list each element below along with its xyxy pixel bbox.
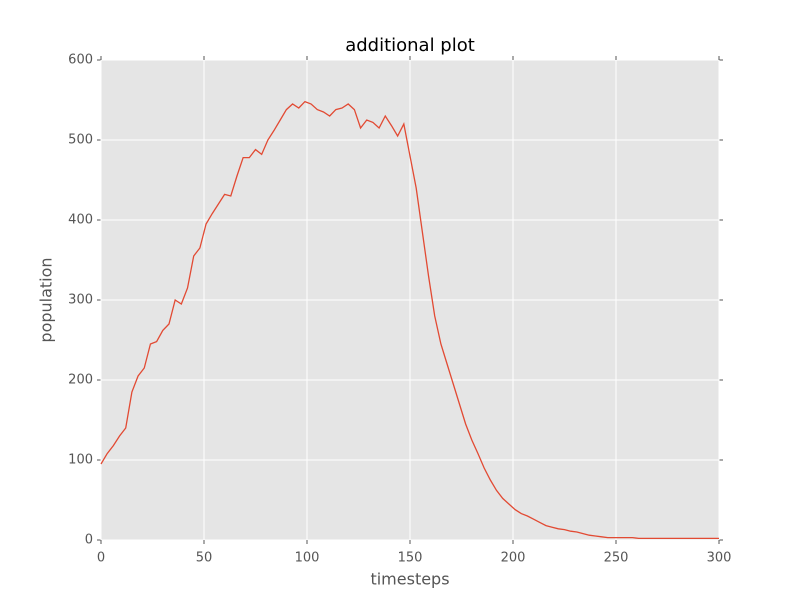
y-tick-label: 200 xyxy=(68,373,93,388)
x-axis-label: timesteps xyxy=(370,570,449,589)
y-tick-label: 500 xyxy=(68,133,93,148)
y-tick-label: 0 xyxy=(85,533,93,548)
chart-title: additional plot xyxy=(345,35,475,56)
x-tick-label: 50 xyxy=(196,551,213,566)
y-tick-label: 600 xyxy=(68,53,93,68)
x-tick-label: 250 xyxy=(604,551,629,566)
data-line xyxy=(100,100,719,540)
x-tick-label: 200 xyxy=(501,551,526,566)
x-tick-label: 0 xyxy=(97,551,105,566)
x-tick-label: 100 xyxy=(295,551,320,566)
y-tick-label: 400 xyxy=(68,213,93,228)
y-tick-label: 300 xyxy=(68,293,93,308)
y-tick-label: 100 xyxy=(68,453,93,468)
x-tick-label: 150 xyxy=(398,551,423,566)
x-tick-label: 300 xyxy=(707,551,732,566)
y-axis-label: population xyxy=(37,257,56,342)
